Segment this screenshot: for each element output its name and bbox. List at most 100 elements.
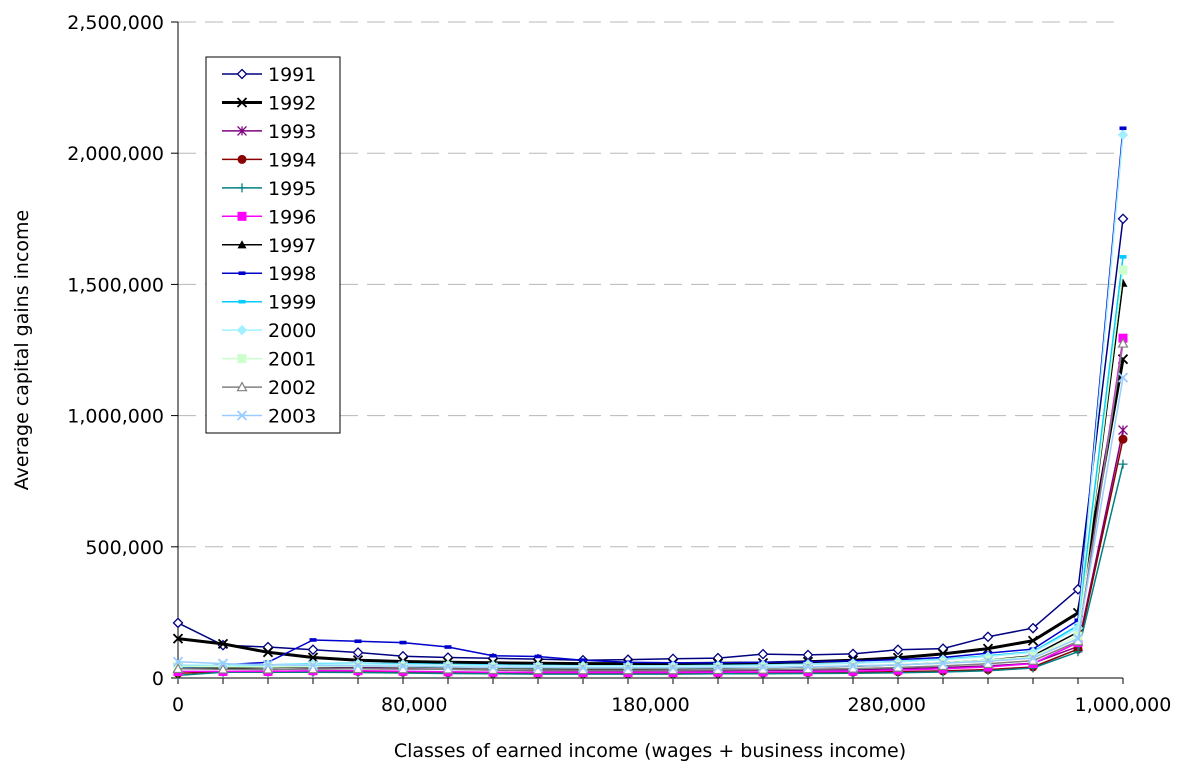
series-line: [178, 338, 1124, 674]
data-point: [236, 97, 248, 108]
legend-item-1996: 1996: [222, 206, 316, 228]
legend-item-2002: 2002: [222, 377, 316, 399]
legend-label: 1995: [268, 178, 316, 200]
y-axis-title: Average capital gains income: [11, 210, 33, 490]
series-line: [177, 128, 1124, 667]
data-point: [307, 660, 319, 671]
data-point: [1027, 635, 1039, 646]
data-point: [1073, 647, 1083, 657]
legend-item-1999: 1999: [222, 292, 316, 314]
legend-item-1995: 1995: [222, 178, 316, 200]
data-point: [1118, 425, 1128, 435]
data-point: [237, 240, 247, 249]
data-point: [1117, 213, 1129, 225]
series-line: [177, 134, 1124, 667]
data-point: [307, 644, 319, 656]
data-point: [397, 661, 409, 672]
series-1994: [173, 434, 1128, 679]
y-tick-label: 2,000,000: [67, 143, 164, 165]
series-1995: [173, 459, 1128, 680]
data-point: [712, 662, 724, 673]
series-line: [177, 463, 1124, 677]
legend-item-2003: 2003: [222, 406, 316, 428]
legend-item-1998: 1998: [222, 263, 316, 285]
data-point: [1027, 652, 1039, 664]
data-point: [236, 324, 248, 336]
data-point: [354, 639, 362, 644]
data-point: [892, 659, 904, 671]
data-point: [1117, 337, 1129, 348]
data-point: [847, 660, 859, 672]
legend-item-1997: 1997: [222, 235, 316, 257]
data-point: [532, 662, 544, 673]
data-point: [487, 662, 499, 673]
x-tick-label: 280,000: [847, 694, 926, 716]
x-tick-label: 80,000: [381, 694, 447, 716]
legend-item-1991: 1991: [222, 64, 316, 86]
y-axis-ticks: 2,500,000 2,000,000 1,500,000 1,000,000 500,…: [67, 12, 178, 690]
legend-label: 1998: [268, 263, 316, 285]
legend-item-1994: 1994: [222, 149, 316, 171]
data-point: [489, 653, 497, 658]
legend-label: 2002: [268, 377, 316, 399]
series-line: [177, 343, 1124, 671]
data-point: [399, 640, 407, 645]
data-point: [1117, 129, 1129, 141]
data-point: [236, 68, 248, 80]
data-point: [172, 663, 184, 674]
data-point: [1072, 633, 1084, 644]
data-point: [1119, 126, 1127, 131]
legend-label: 2001: [268, 349, 316, 371]
data-point: [217, 658, 229, 669]
series-line: [177, 377, 1124, 669]
data-point: [1027, 622, 1039, 634]
data-point: [577, 662, 589, 673]
legend-label: 1994: [268, 149, 316, 171]
legend-label: 2003: [268, 406, 316, 428]
legend-label: 1996: [268, 206, 316, 228]
legend-label: 1997: [268, 235, 316, 257]
data-point: [352, 647, 364, 658]
data-point: [1118, 265, 1128, 275]
data-point: [444, 645, 452, 649]
data-point: [238, 271, 246, 276]
legend-label: 1992: [268, 92, 316, 114]
data-point: [534, 654, 542, 659]
data-point: [442, 661, 454, 672]
legend-item-2001: 2001: [222, 349, 316, 371]
legend-label: 1991: [268, 64, 316, 86]
legend-item-1992: 1992: [222, 92, 316, 114]
legend-item-1993: 1993: [222, 121, 316, 143]
data-point: [757, 662, 769, 673]
data-point: [667, 662, 679, 673]
x-tick-label: 180,000: [611, 694, 690, 716]
data-point: [262, 659, 274, 671]
data-point: [262, 647, 274, 658]
x-tick-label: 0: [172, 694, 184, 716]
data-point: [309, 638, 317, 642]
axes: [177, 22, 1123, 679]
data-point: [172, 633, 184, 644]
data-point: [217, 663, 229, 674]
legend: 1991 1992 1993 1994 1995 1996 1997 1998 1999 2000…: [205, 56, 341, 434]
x-axis-ticks: 0 80,000 180,000 280,000 1,000,000: [172, 678, 1171, 716]
data-point: [172, 656, 184, 667]
legend-label: 2000: [268, 320, 316, 342]
legend-label: 1993: [268, 121, 316, 143]
data-point: [237, 211, 247, 221]
y-tick-label: 2,500,000: [67, 12, 164, 34]
legend-label: 1999: [268, 292, 316, 314]
data-point: [757, 648, 769, 660]
data-point: [579, 658, 587, 662]
legend-item-2000: 2000: [222, 320, 316, 342]
data-point: [982, 656, 994, 667]
data-point: [1119, 255, 1127, 259]
x-tick-label: 1,000,000: [1075, 694, 1172, 716]
data-point: [892, 644, 904, 656]
data-point: [352, 660, 364, 671]
y-tick-label: 1,000,000: [67, 406, 164, 428]
data-point: [1118, 459, 1128, 469]
series-line: [177, 218, 1124, 661]
data-point: [802, 661, 814, 672]
data-point: [622, 662, 634, 673]
